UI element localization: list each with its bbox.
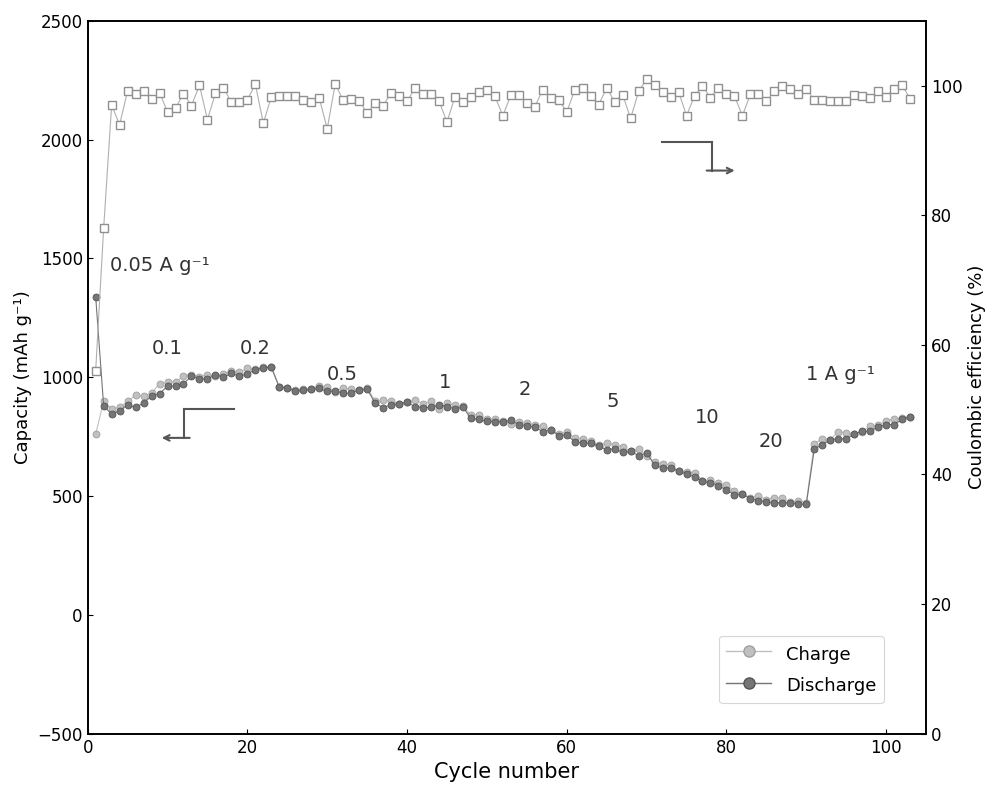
Y-axis label: Capacity (mAh g⁻¹): Capacity (mAh g⁻¹): [14, 291, 32, 464]
Text: 5: 5: [607, 392, 619, 411]
Text: 0.2: 0.2: [239, 339, 270, 358]
Legend: Charge, Discharge: Charge, Discharge: [719, 636, 884, 704]
Text: 2: 2: [519, 380, 531, 399]
Text: 1 A g⁻¹: 1 A g⁻¹: [806, 365, 875, 384]
Text: 0.5: 0.5: [327, 365, 358, 384]
Text: 20: 20: [758, 432, 783, 451]
Text: 1: 1: [439, 373, 451, 392]
Text: 0.1: 0.1: [152, 339, 182, 358]
X-axis label: Cycle number: Cycle number: [434, 762, 579, 782]
Text: 0.05 A g⁻¹: 0.05 A g⁻¹: [110, 256, 210, 275]
Text: 10: 10: [695, 408, 719, 427]
Y-axis label: Coulombic efficiency (%): Coulombic efficiency (%): [968, 265, 986, 490]
